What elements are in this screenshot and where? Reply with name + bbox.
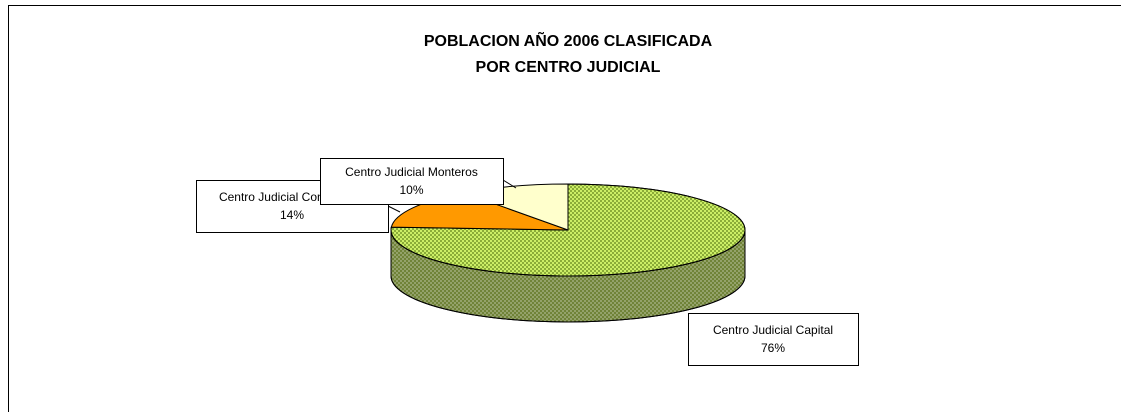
slice-label: Centro Judicial Monteros	[345, 165, 478, 179]
leader-line	[502, 179, 517, 189]
label-box	[320, 158, 504, 205]
slice-value: 76%	[761, 341, 785, 355]
label-box	[688, 313, 859, 366]
slice-label: Centro Judicial Capital	[713, 323, 833, 337]
slice-texture	[390, 183, 746, 277]
slice-value: 14%	[280, 208, 304, 222]
chart-title: POR CENTRO JUDICIAL	[476, 59, 661, 76]
chart-title: POBLACION AÑO 2006 CLASIFICADA	[424, 30, 713, 50]
leader-line	[387, 205, 401, 213]
slice-value: 10%	[399, 183, 423, 197]
